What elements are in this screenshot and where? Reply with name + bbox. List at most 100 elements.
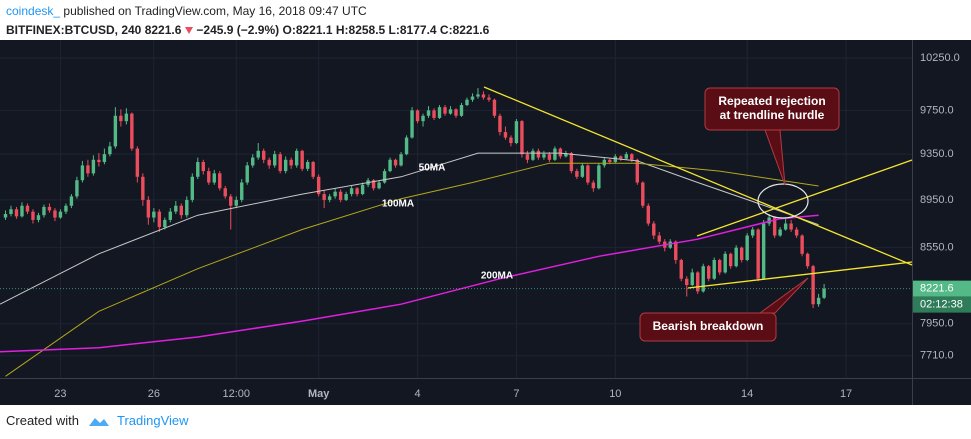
candle-body [761,223,766,279]
candle-body [377,182,381,189]
candle-body [190,176,194,200]
candle-body [316,176,321,195]
candle-body [558,148,563,157]
x-tick-label: 4 [414,388,420,400]
y-tick-label: 9750.0 [920,104,954,116]
candle-body [816,297,821,305]
candle-body [382,171,387,183]
candle-body [690,272,694,286]
candle-body [509,137,513,144]
brand[interactable]: TradingView [116,413,189,428]
candle-body [218,173,222,189]
candle-body [338,191,343,200]
candle-body [53,210,57,218]
candle-body [86,165,90,174]
candle-body [311,162,315,177]
countdown-box [913,296,971,313]
candle-body [597,165,601,189]
candle-body [547,154,552,160]
candle-body [113,115,118,147]
candle-body [586,165,590,183]
candle-body [333,191,337,197]
candle-body [783,223,788,230]
candle-body [393,159,398,166]
callout-box [639,312,777,342]
y-tick-label: 9350.0 [920,148,954,160]
published: published on TradingView.com, May 16, 20… [63,4,367,18]
candle-body [262,150,266,160]
candle-body [591,182,596,189]
candle-body [234,199,238,206]
candle-body [245,165,249,183]
candle-body [327,196,332,200]
y-tick-label: 7710.0 [920,350,954,362]
candle-body [322,194,326,200]
candle-body [174,205,178,212]
candle-body [767,217,771,224]
candle-body [185,199,189,216]
annotation: Bearish breakdown [653,319,764,333]
footer: Created with TradingView [6,413,189,428]
candle-body [91,159,96,174]
candle-body [674,241,678,260]
candle-body [31,211,35,220]
candle-body [470,96,475,100]
candle-body [641,182,645,206]
candle-body [223,188,227,197]
candle-body [437,107,442,118]
symbol-line: BITFINEX:BTCUSD, 240 8221.6 −245.9 (−2.9%… [6,23,489,37]
candle-body [476,94,480,97]
candle-body [108,146,112,155]
candle-body [602,159,607,166]
candle-body [811,266,815,305]
candle-body [707,266,711,279]
x-tick-label: 26 [148,388,160,400]
y-tick-label: 8950.0 [920,194,954,206]
candle-body [685,278,689,286]
candle-body [465,99,469,106]
change: −245.9 (−2.9%) [196,23,280,37]
candle-body [569,153,574,172]
candle-body [553,148,557,160]
candle-body [294,150,299,166]
candle-body [47,206,52,211]
moving-average [0,152,819,305]
candle-body [772,217,777,236]
highlight-ellipse [757,183,809,219]
candle-body [179,205,184,216]
candle-body [344,194,348,200]
candle-body [80,165,85,181]
y-tick-label: 8550.0 [920,242,954,254]
candle-body [459,105,464,116]
x-tick-label: May [308,388,330,400]
candle-body [756,229,760,279]
candle-body [272,154,277,166]
candle-body [388,159,392,172]
candle-body [679,259,683,279]
candle-body [712,259,716,279]
candle-body [443,107,447,114]
candle-body [64,205,68,212]
candle-body [657,235,661,242]
candle-body [371,180,376,189]
candle-body [745,235,749,260]
candle-body [124,113,129,122]
candle-body [157,211,162,228]
candle-body [630,154,634,160]
candle-body [718,259,722,273]
candle-body [20,205,24,217]
candle-body [696,272,700,292]
publisher[interactable]: coindesk_ [6,4,61,18]
ma-label: 50MA [419,163,446,174]
candle-body [119,115,123,122]
candle-body [564,153,568,157]
candle-body [822,288,826,298]
candle-body [135,148,140,177]
candle-body [36,215,41,220]
candle-body [619,156,623,159]
annotations: 50MA 100MA 200MA Repeated rejection at trend… [382,86,913,342]
candle-body [646,205,650,224]
x-tick-label: 10 [609,388,621,400]
price: 8221.6 [144,23,182,37]
candle-body [278,154,282,172]
